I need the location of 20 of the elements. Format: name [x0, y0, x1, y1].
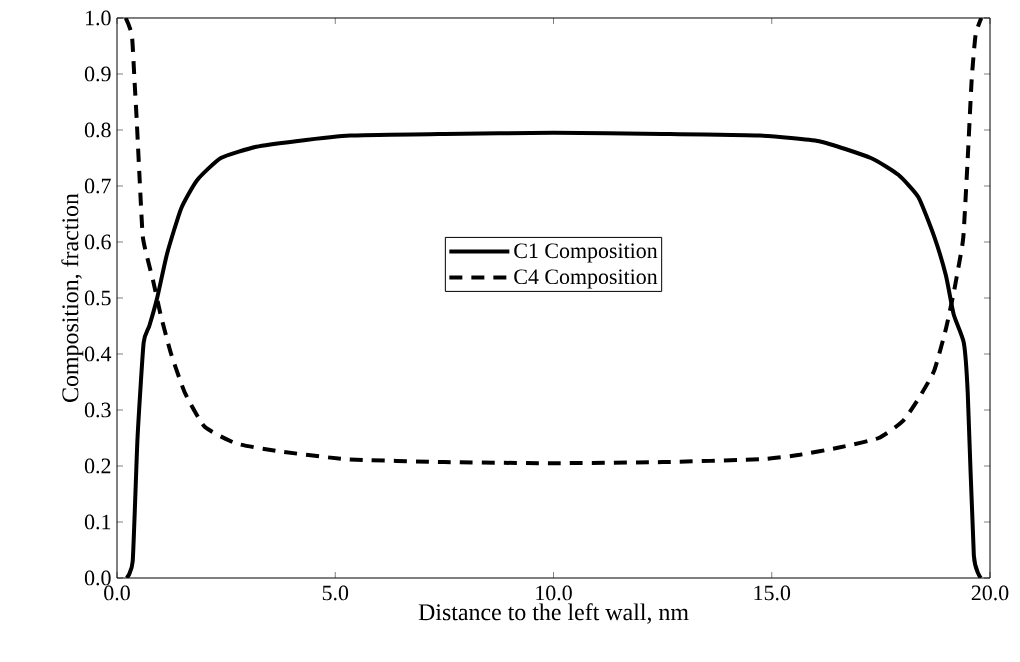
- x-tick-label: 0.0: [104, 585, 130, 601]
- legend-label: C4 Composition: [514, 269, 658, 289]
- y-tick-label: 1.0: [86, 10, 111, 26]
- y-tick-label: 0.6: [84, 234, 111, 250]
- y-tick-label: 0.7: [84, 178, 111, 194]
- y-axis-title: Composition, fraction: [61, 193, 84, 402]
- y-tick-label: 0.4: [84, 346, 112, 362]
- y-tick-label: 0.0: [84, 570, 111, 586]
- x-axis-title: Distance to the left wall, nm: [418, 603, 689, 624]
- x-tick-label: 10.0: [536, 585, 572, 601]
- x-tick-label: 15.0: [754, 585, 791, 601]
- y-tick-label: 0.1: [84, 514, 111, 530]
- x-tick-label: 20.0: [971, 585, 1009, 601]
- y-tick-label: 0.8: [84, 122, 111, 138]
- y-tick-label: 0.5: [84, 290, 111, 306]
- x-tick-label: 5.0: [322, 585, 349, 601]
- legend-label: C1 Composition: [514, 243, 658, 263]
- y-tick-label: 0.9: [84, 66, 111, 82]
- y-tick-label: 0.2: [84, 458, 111, 474]
- y-tick-label: 0.3: [84, 402, 111, 418]
